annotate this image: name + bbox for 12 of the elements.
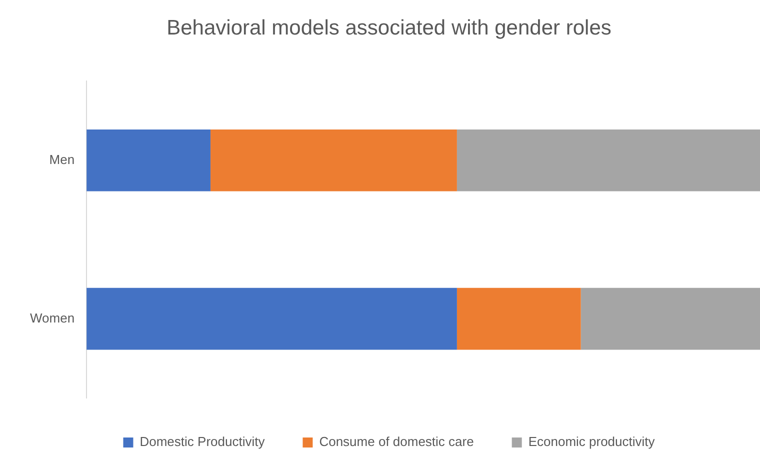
legend-label: Economic productivity	[528, 434, 656, 450]
bar	[210, 130, 457, 192]
legend-label: Domestic Productivity	[140, 434, 266, 450]
y-tick-label: Women	[30, 310, 75, 326]
bar	[456, 130, 760, 192]
chart-title: Behavioral models associated with gender roles	[166, 16, 612, 40]
bar	[456, 288, 581, 350]
bar	[86, 288, 457, 350]
bar	[86, 130, 210, 192]
y-tick-label: Men	[49, 152, 75, 167]
legend-label: Consume of domestic care	[319, 434, 474, 450]
bar	[580, 288, 760, 350]
